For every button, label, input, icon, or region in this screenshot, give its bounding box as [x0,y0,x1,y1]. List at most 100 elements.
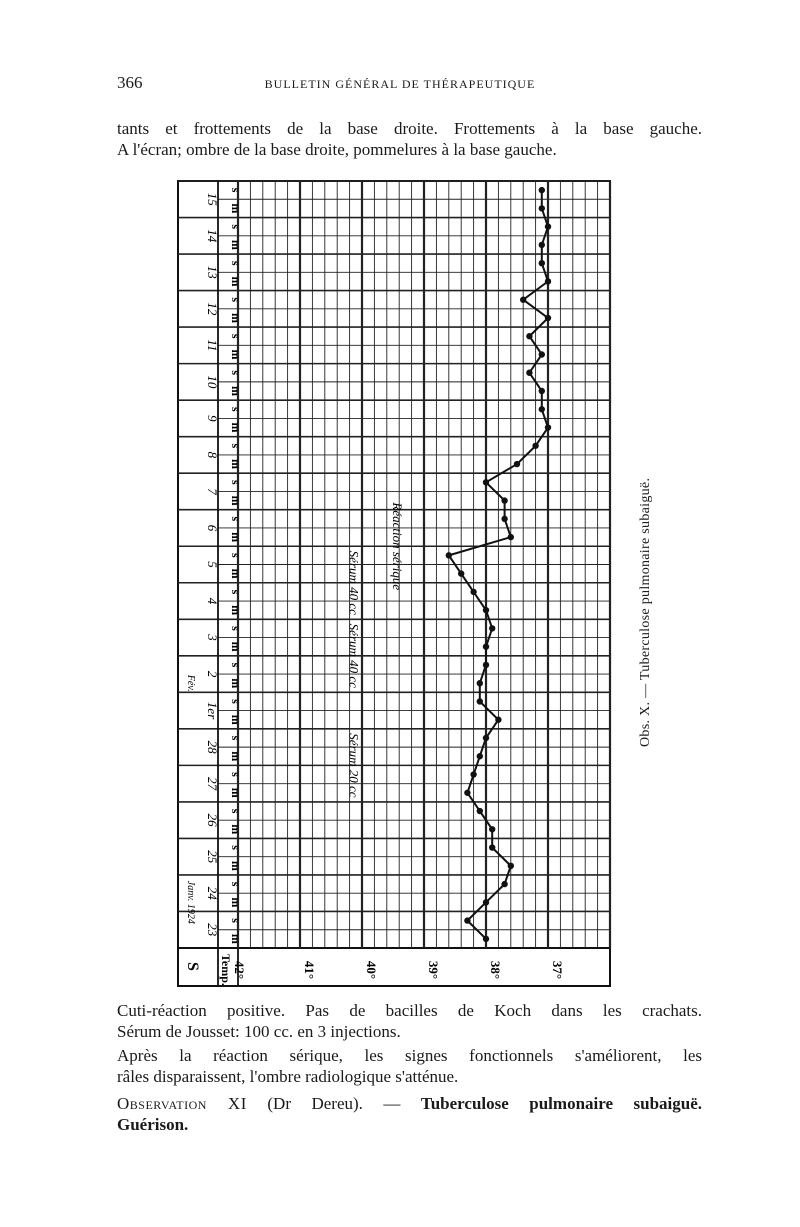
temperature-point [538,259,545,267]
month-label: Fév. [185,674,196,692]
period-label: m [229,386,243,396]
day-label: 25 [205,850,220,864]
intro-line-1: tants et frottements de la base droite. … [117,119,702,138]
temperature-point [507,862,514,870]
running-title: BULLETIN GÉNÉRAL DE THÉRAPEUTIQUE [264,77,536,91]
temperature-point [482,661,490,669]
temperature-point [501,497,508,504]
period-label: m [229,203,243,213]
temperature-point [476,680,483,687]
period-label: m [229,642,243,652]
day-label: 27 [205,777,220,791]
period-label: m [229,788,243,798]
temperature-point [458,570,465,577]
temperature-point [501,515,508,523]
day-label: 7 [205,488,220,495]
day-label: 24 [205,887,220,901]
temperature-point [495,716,502,723]
period-label: s [229,517,243,522]
chart-annotations: Sérum 20 cc Sérum 40 cc Sérum 40 cc Réactio… [347,501,405,797]
axis-tick-label: 37° [550,961,565,979]
temperature-point [482,643,490,650]
temperature-point [476,753,483,760]
day-label: 26 [205,814,220,828]
temperature-point [470,588,477,596]
figure-side-caption: Obs. X. — Tuberculose pulmonaire subaigu… [616,447,653,747]
chart-annotation: Sérum 20 cc [347,733,362,797]
axis-tick-label: 42° [232,961,247,979]
temp-label: Temp. [219,954,233,986]
day-label: 1er [205,702,220,720]
period-label: m [229,459,243,469]
period-label: s [229,224,243,229]
temperature-point [513,460,521,468]
temperature-point [544,223,552,230]
temperature-point [464,917,471,924]
body-paragraph-2: Sérum de Jousset: 100 cc. en 3 injection… [117,1022,401,1041]
temperature-point [470,771,477,778]
period-label: s [229,590,243,595]
period-label: s [229,772,243,777]
observation-dash: — [383,1094,401,1113]
day-label: 11 [205,339,220,351]
day-label: 2 [205,671,220,678]
axis-tick-label: 36° [612,961,615,979]
day-label: 8 [205,452,220,459]
day-label: 3 [205,633,220,641]
body-paragraph-3a: Après la réaction sérique, les signes fo… [117,1046,702,1065]
day-label: 9 [205,415,220,422]
temperature-point [489,625,496,632]
day-label: 5 [205,561,220,568]
period-label: s [229,918,243,923]
period-label: m [229,276,243,286]
corner-label: S [184,962,201,971]
temperature-point [482,479,490,486]
temperature-point [544,278,552,285]
period-label: m [229,496,243,506]
period-label: s [229,845,243,850]
period-label: s [229,626,243,631]
chart-annotation: Sérum 40 cc [347,551,362,615]
period-label: s [229,188,243,193]
axis-tick-label: 39° [426,961,441,979]
period-label: m [229,349,243,359]
period-label: s [229,882,243,887]
period-label: s [229,370,243,375]
period-label: m [229,751,243,761]
period-label: m [229,423,243,433]
period-label: m [229,934,243,944]
day-label: 14 [205,229,220,243]
temperature-point [476,807,483,815]
chart-annotation: Sérum 40 cc [347,624,362,688]
day-label: 15 [205,193,220,207]
day-label: 23 [205,923,220,937]
period-label: s [229,736,243,741]
temperature-point [544,424,552,431]
temperature-point [526,369,533,376]
temperature-point [476,698,483,705]
day-label: 13 [205,266,220,280]
period-label: s [229,663,243,668]
temperature-point [538,186,545,194]
observation-author: (Dr Dereu). [267,1094,363,1113]
temperature-line [445,186,552,943]
page-number: 366 [117,73,143,92]
temperature-point [489,826,496,833]
temperature-series-line [447,190,550,940]
period-label: m [229,240,243,250]
axis-tick-label: 41° [302,961,317,979]
chart-annotation: Réaction sérique [390,501,405,590]
temperature-point [482,734,490,742]
temperature-point [538,406,545,413]
observation-title: Tuberculose pulmonaire subaiguë. [420,1094,703,1113]
temperature-point [482,606,490,614]
temperature-chart: 42° 41° 40° 39° 38° 37° 36° Temp. Sm s m s m s m s m s m s m… [177,180,615,987]
period-label: s [229,699,243,704]
period-label: m [229,715,243,725]
observation-label: Observation XI [117,1094,247,1113]
intro-line-2: A l'écran; ombre de la base droite, pomm… [117,140,557,159]
day-label: 28 [205,741,220,755]
temperature-point [489,844,496,851]
period-label: s [229,297,243,302]
observation-result: Guérison. [117,1115,189,1134]
